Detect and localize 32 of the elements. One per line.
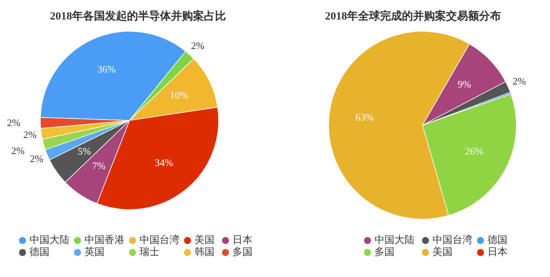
legend-label: 美国 <box>432 246 452 258</box>
legend-label: 瑞士 <box>140 246 160 258</box>
data-label: 63% <box>356 112 374 124</box>
data-label: 2% <box>23 130 37 142</box>
data-label: 2% <box>11 146 25 158</box>
data-label: 5% <box>78 146 91 158</box>
legend-label: 美国 <box>194 234 214 246</box>
data-label: 2% <box>190 40 204 52</box>
legend-label: 多国 <box>232 246 252 258</box>
data-label: 2% <box>7 118 20 130</box>
data-label: 2% <box>512 76 526 88</box>
legend-label: 中国大陆 <box>374 234 414 246</box>
chart-title: 2018年全球完成的并购案交易额分布 <box>325 10 501 22</box>
data-label: 26% <box>465 146 484 158</box>
legend-label: 日本 <box>232 234 252 246</box>
legend-label: 韩国 <box>194 246 214 258</box>
legend-label: 多国 <box>374 246 394 258</box>
legend-label: 中国大陆 <box>30 234 70 246</box>
legend-label: 英国 <box>84 246 104 258</box>
data-label: 36% <box>97 64 116 76</box>
chart-title: 2018年各国发起的半导体并购案占比 <box>50 10 226 22</box>
data-label: 10% <box>170 90 188 102</box>
data-label: 9% <box>458 79 472 90</box>
data-label: 34% <box>154 158 174 170</box>
data-label: 2% <box>30 154 44 165</box>
legend-label: 中国香港 <box>84 234 124 246</box>
legend-label: 日本 <box>488 246 508 258</box>
legend-label: 中国台湾 <box>140 234 180 246</box>
legend-label: 中国台湾 <box>432 234 472 246</box>
legend-label: 德国 <box>30 247 50 258</box>
legend-label: 德国 <box>488 235 508 246</box>
data-label: 7% <box>92 160 106 172</box>
